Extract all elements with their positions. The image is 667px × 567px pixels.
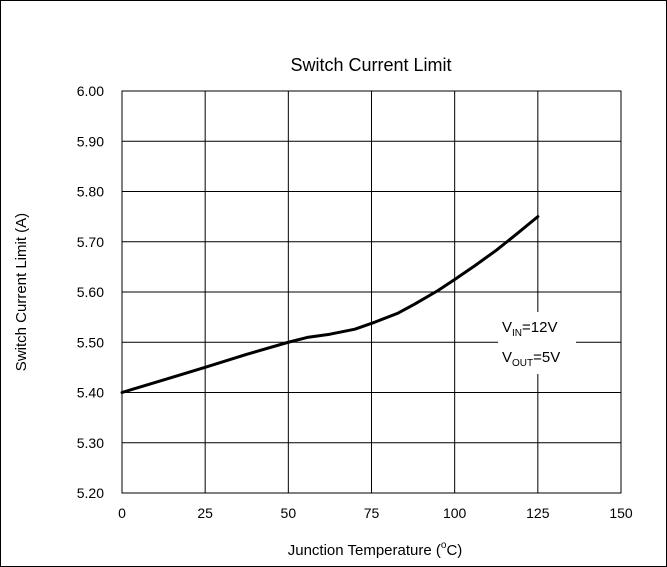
x-tick-label: 0: [118, 505, 126, 521]
y-tick-label: 5.80: [77, 184, 104, 200]
x-tick-label: 75: [364, 505, 380, 521]
x-tick-label: 25: [197, 505, 213, 521]
x-tick-label: 100: [443, 505, 467, 521]
y-tick-label: 5.40: [77, 385, 104, 401]
x-tick-label: 150: [609, 505, 633, 521]
annotation-background: [498, 312, 576, 374]
y-tick-label: 5.70: [77, 234, 104, 250]
y-tick-label: 5.50: [77, 334, 104, 350]
grid-lines: [122, 91, 621, 493]
plot-area-border: [121, 90, 622, 494]
y-tick-label: 6.00: [77, 83, 104, 99]
vin-annotation: VIN=12V: [502, 319, 557, 339]
chart-title: Switch Current Limit: [290, 55, 451, 75]
x-tick-label: 50: [281, 505, 297, 521]
x-tick-labels: 0 25 50 75 100 125 150: [118, 505, 633, 521]
y-tick-label: 5.30: [77, 435, 104, 451]
x-tick-label: 125: [526, 505, 550, 521]
y-tick-label: 5.90: [77, 133, 104, 149]
x-axis-label: Junction Temperature (oC): [288, 540, 463, 559]
y-tick-label: 5.60: [77, 284, 104, 300]
y-axis-label: Switch Current Limit (A): [13, 213, 30, 371]
y-tick-labels: 5.20 5.30 5.40 5.50 5.60 5.70 5.80 5.90 6.00: [77, 83, 104, 501]
series-line: [120, 215, 540, 394]
vout-annotation: VOUT=5V: [502, 349, 560, 369]
y-tick-label: 5.20: [77, 485, 104, 501]
